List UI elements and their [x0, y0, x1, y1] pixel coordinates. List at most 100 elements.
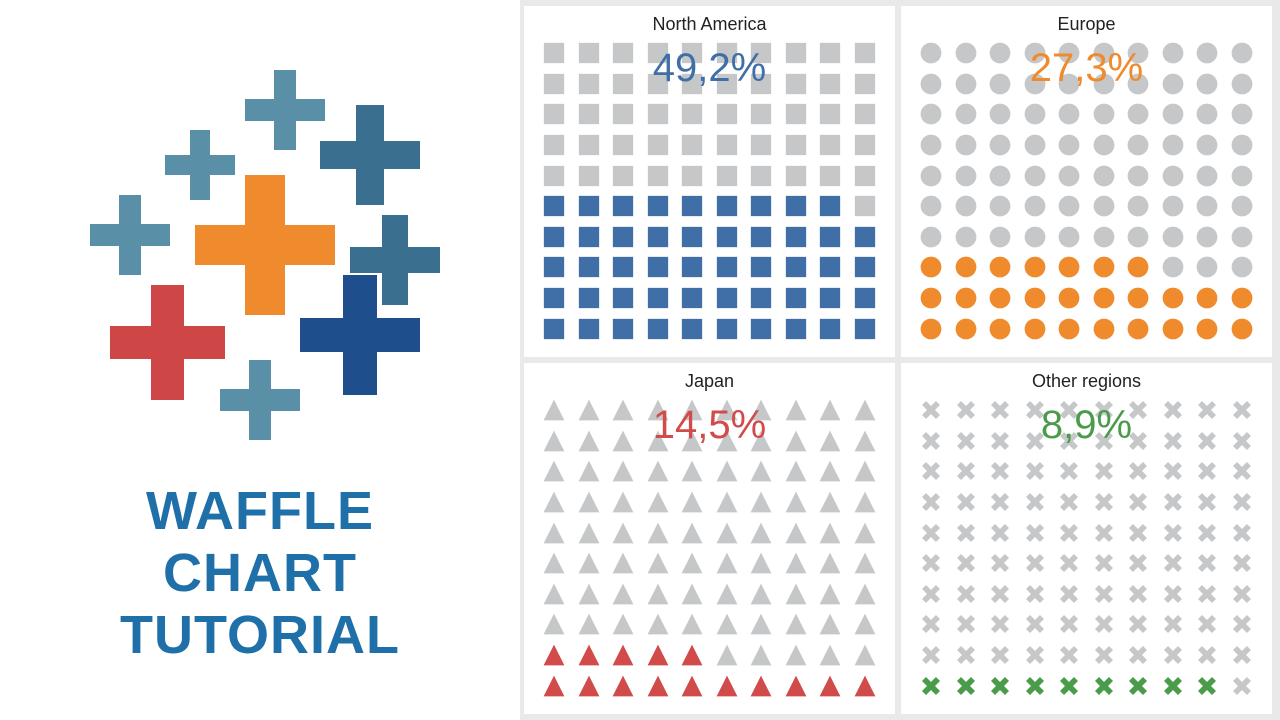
waffle-cell: [984, 131, 1017, 160]
waffle-cell: [676, 488, 709, 517]
waffle-cell: [1053, 427, 1086, 456]
waffle-cell: [1226, 610, 1259, 639]
waffle-cell: [676, 131, 709, 160]
waffle-cell: [814, 314, 847, 343]
waffle-cell: [607, 427, 640, 456]
waffle-cell: [607, 396, 640, 425]
waffle-cell: [1191, 100, 1224, 129]
waffle-cell: [745, 549, 778, 578]
waffle-cell: [849, 641, 882, 670]
waffle-cell: [642, 253, 675, 282]
waffle-cell: [711, 284, 744, 313]
waffle-cell: [642, 610, 675, 639]
waffle-cell: [1088, 223, 1121, 252]
waffle-cell: [573, 580, 606, 609]
waffle-cell: [780, 457, 813, 486]
waffle-cell: [1088, 253, 1121, 282]
waffle-cell: [1157, 39, 1190, 68]
waffle-cell: [814, 641, 847, 670]
waffle-cell: [1053, 641, 1086, 670]
waffle-cell: [538, 396, 571, 425]
waffle-cell: [950, 580, 983, 609]
waffle-cell: [1019, 518, 1052, 547]
waffle-cell: [814, 488, 847, 517]
waffle-cell: [849, 161, 882, 190]
waffle-cell: [642, 580, 675, 609]
waffle-cell: [711, 131, 744, 160]
waffle-cell: [950, 253, 983, 282]
waffle-cell: [849, 131, 882, 160]
waffle-cell: [915, 580, 948, 609]
waffle-cell: [642, 223, 675, 252]
waffle-cell: [745, 396, 778, 425]
waffle-cell: [1088, 39, 1121, 68]
waffle-cell: [538, 161, 571, 190]
waffle-cell: [538, 284, 571, 313]
waffle-cell: [745, 671, 778, 700]
waffle-cell: [814, 284, 847, 313]
waffle-cell: [1122, 641, 1155, 670]
waffle-cell: [676, 610, 709, 639]
waffle-cell: [1226, 671, 1259, 700]
waffle-cell: [745, 161, 778, 190]
waffle-cell: [1226, 284, 1259, 313]
waffle-cell: [1053, 396, 1086, 425]
waffle-cell: [1226, 100, 1259, 129]
waffle-cell: [1191, 284, 1224, 313]
waffle-cell: [1019, 427, 1052, 456]
waffle-cell: [780, 131, 813, 160]
waffle-grid: [915, 39, 1258, 343]
waffle-cell: [538, 610, 571, 639]
waffle-cell: [950, 488, 983, 517]
waffle-cell: [573, 488, 606, 517]
waffle-cell: [711, 427, 744, 456]
waffle-cell: [711, 518, 744, 547]
waffle-cell: [1226, 70, 1259, 99]
waffle-cell: [607, 161, 640, 190]
waffle-cell: [1122, 161, 1155, 190]
waffle-cell: [780, 70, 813, 99]
waffle-cell: [780, 549, 813, 578]
waffle-cell: [1053, 100, 1086, 129]
waffle-cell: [1191, 488, 1224, 517]
waffle-cell: [1053, 549, 1086, 578]
logo-plus-1: [320, 105, 420, 205]
waffle-cell: [849, 284, 882, 313]
waffle-cell: [676, 314, 709, 343]
waffle-cell: [814, 100, 847, 129]
waffle-cell: [745, 641, 778, 670]
waffle-cell: [1019, 223, 1052, 252]
waffle-cell: [538, 70, 571, 99]
waffle-cell: [1053, 161, 1086, 190]
title-block: WAFFLECHARTTUTORIAL: [120, 480, 400, 666]
waffle-cell: [984, 253, 1017, 282]
waffle-cell: [607, 518, 640, 547]
waffle-cell: [849, 192, 882, 221]
waffle-cell: [780, 253, 813, 282]
waffle-cell: [915, 253, 948, 282]
waffle-cell: [642, 457, 675, 486]
waffle-cell: [849, 314, 882, 343]
waffle-cell: [984, 427, 1017, 456]
waffle-cell: [1122, 223, 1155, 252]
waffle-cell: [1053, 253, 1086, 282]
waffle-cell: [1088, 549, 1121, 578]
waffle-cell: [1053, 580, 1086, 609]
waffle-cell: [607, 284, 640, 313]
waffle-cell: [711, 580, 744, 609]
waffle-cell: [607, 100, 640, 129]
waffle-cell: [984, 223, 1017, 252]
waffle-cell: [1088, 488, 1121, 517]
waffle-cell: [950, 457, 983, 486]
waffle-cell: [1226, 580, 1259, 609]
waffle-cell: [1191, 253, 1224, 282]
waffle-cell: [984, 284, 1017, 313]
waffle-cell: [1088, 161, 1121, 190]
waffle-cell: [915, 518, 948, 547]
waffle-cell: [745, 488, 778, 517]
waffle-cell: [849, 518, 882, 547]
waffle-cell: [1157, 314, 1190, 343]
waffle-cell: [1122, 284, 1155, 313]
waffle-cell: [1157, 253, 1190, 282]
waffle-cell: [642, 641, 675, 670]
